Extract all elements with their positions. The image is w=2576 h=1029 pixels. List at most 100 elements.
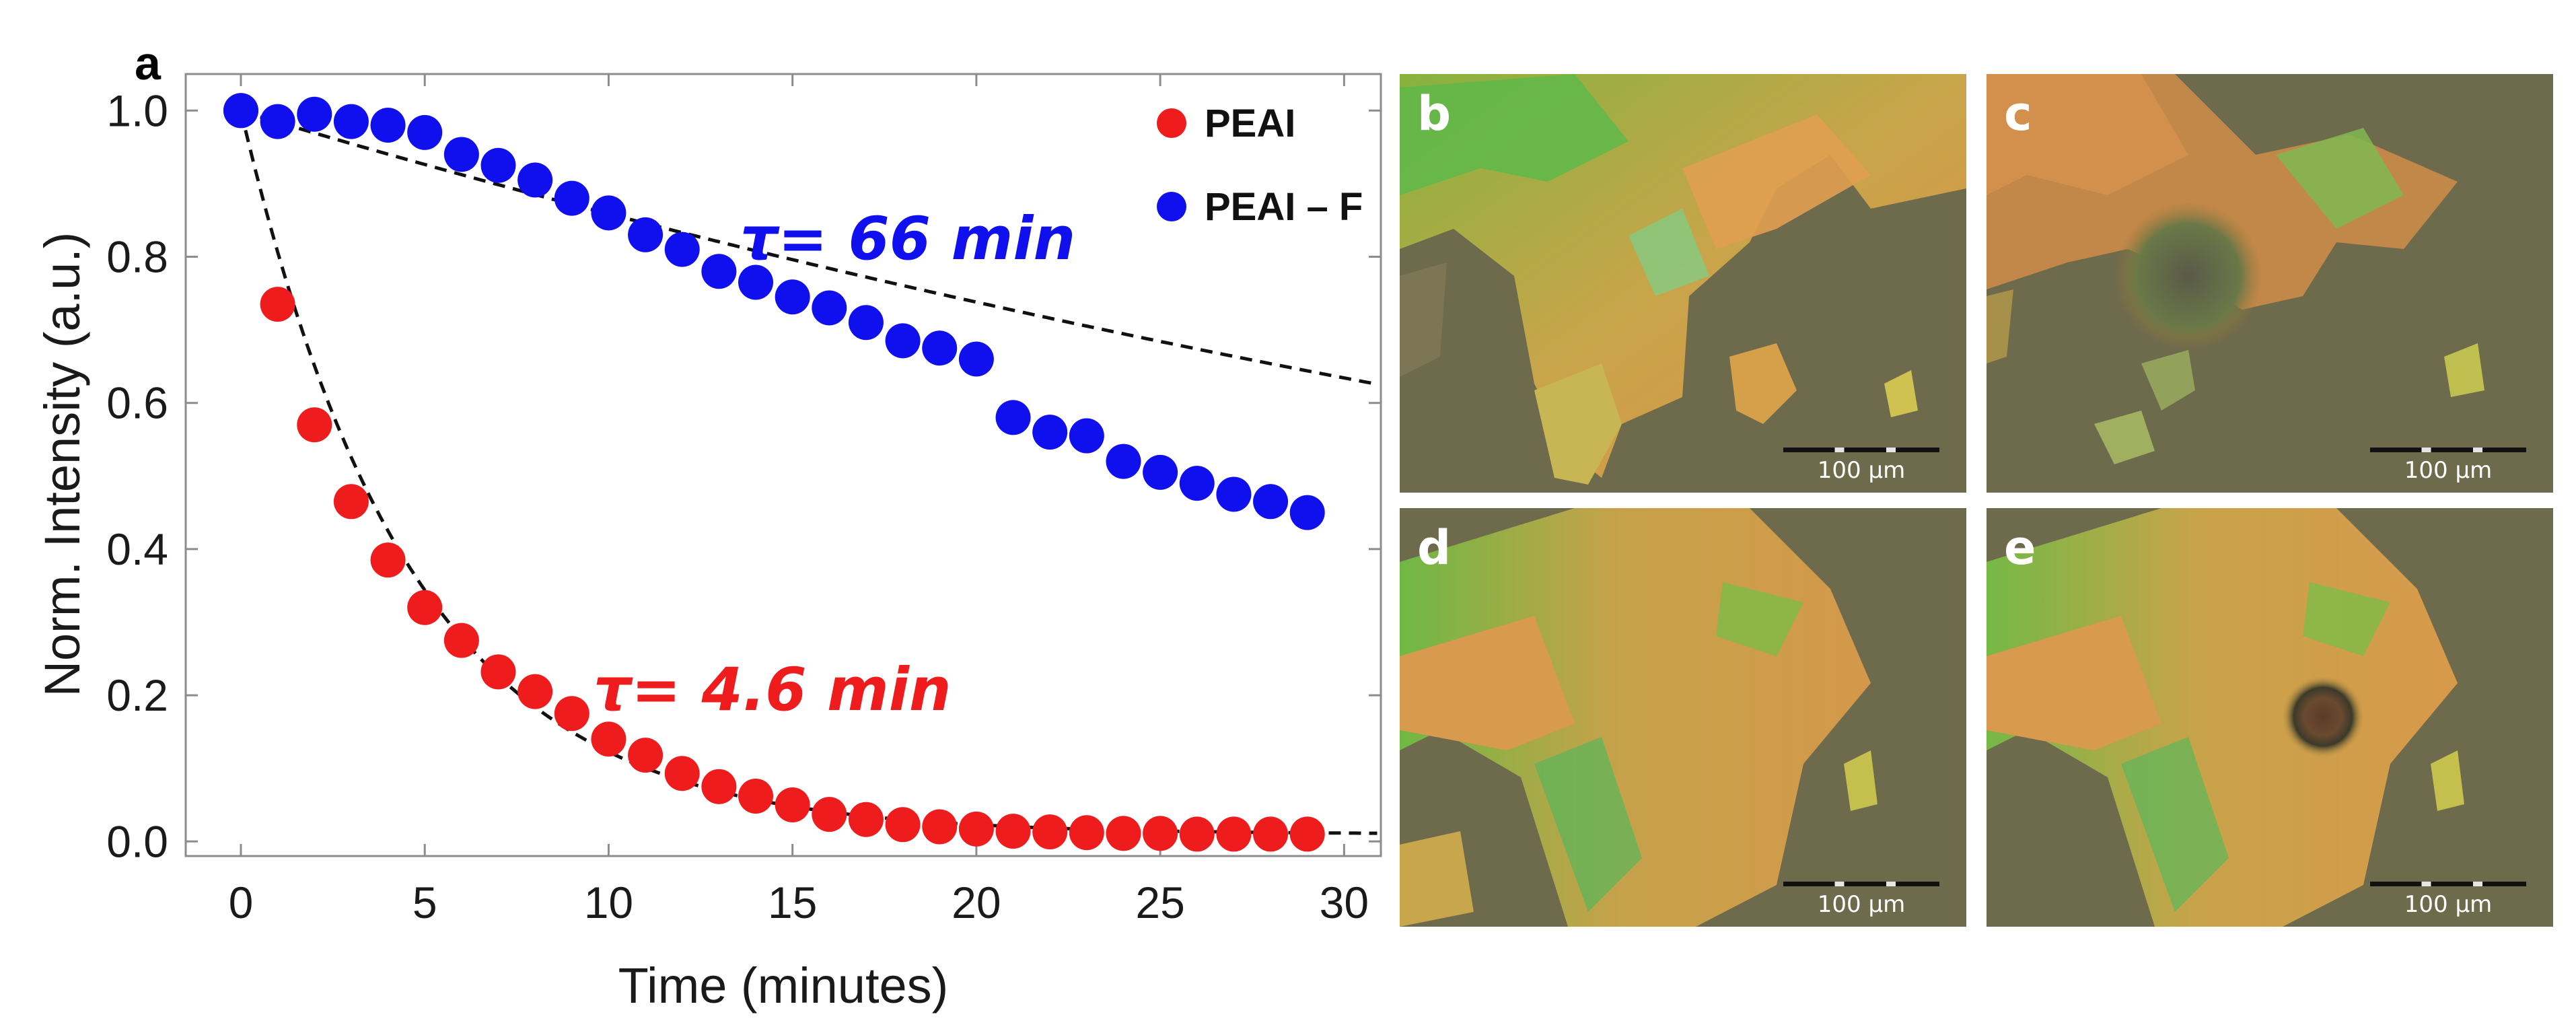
axis-ticks: 0 5 10 15 20 25 30 0.0 0.2 0.4 0.6 0.8 1.0	[106, 74, 1381, 927]
data-point-peai-f	[922, 330, 958, 366]
micrograph-e-scale-text: 100 µm	[2404, 891, 2493, 918]
data-point-peai-f	[1069, 418, 1104, 454]
data-point-peai-f	[443, 137, 479, 172]
data-point-peai	[958, 811, 994, 847]
data-point-peai-f	[407, 114, 443, 150]
x-tick-label: 0	[229, 878, 254, 927]
data-point-peai-f	[260, 104, 295, 139]
data-point-peai-f	[885, 323, 921, 359]
data-point-peai	[812, 797, 847, 832]
micrograph-c: c 100 µm	[1987, 74, 2553, 493]
decay-chart: a 0 5 10 15 20 25 30 0.0 0.2 0.4 0.6 0.8 1.0 Time (m…	[34, 37, 1382, 1014]
legend-marker-peai	[1157, 108, 1186, 138]
data-point-peai-f	[958, 341, 994, 377]
data-point-peai	[1069, 815, 1104, 851]
data-point-peai-f	[1106, 443, 1141, 479]
micrograph-d: d 100 µm	[1400, 508, 1966, 927]
data-point-peai	[1106, 816, 1141, 851]
micrograph-b-label: b	[1417, 86, 1452, 141]
data-point-peai-f	[1253, 484, 1289, 520]
data-point-peai-f	[591, 195, 627, 231]
data-point-peai-f	[738, 264, 774, 300]
micrograph-b-image	[1400, 74, 1966, 493]
data-point-peai	[1179, 816, 1215, 852]
x-tick-label: 25	[1135, 878, 1184, 927]
data-point-peai	[554, 696, 589, 732]
micrograph-e-image	[1987, 508, 2553, 927]
data-point-peai	[1032, 814, 1068, 850]
data-point-peai-f	[1216, 476, 1252, 512]
data-point-peai	[517, 674, 553, 709]
data-point-peai	[480, 654, 516, 690]
data-point-peai-f	[554, 180, 589, 216]
y-tick-label: 0.6	[106, 378, 168, 428]
y-tick-label: 0.4	[106, 524, 168, 574]
data-point-peai-f	[297, 96, 332, 132]
legend-label-peai: PEAI	[1205, 102, 1295, 145]
data-point-peai	[1289, 816, 1325, 852]
data-point-peai	[701, 769, 737, 804]
micrograph-b-scale-text: 100 µm	[1817, 457, 1906, 484]
data-point-peai	[922, 809, 958, 845]
y-tick-label: 0.8	[106, 232, 168, 281]
plot-frame	[184, 73, 1382, 857]
micrograph-c-scale-text: 100 µm	[2404, 457, 2493, 484]
x-tick-label: 10	[584, 878, 633, 927]
data-point-peai-f	[1289, 495, 1325, 530]
data-point-peai	[1216, 816, 1252, 852]
data-point-peai	[297, 407, 332, 443]
data-point-peai-f	[664, 232, 700, 267]
data-point-peai-f	[1032, 415, 1068, 450]
legend-marker-peai-f	[1157, 192, 1186, 221]
micrograph-e-scalebar: 100 µm	[2370, 882, 2526, 922]
data-points	[223, 93, 1325, 852]
data-point-peai	[775, 787, 810, 822]
micrograph-d-scale-text: 100 µm	[1817, 891, 1906, 918]
y-tick-label: 1.0	[106, 85, 168, 135]
micrograph-c-scalebar: 100 µm	[2370, 448, 2526, 488]
micrograph-d-scalebar: 100 µm	[1783, 882, 1939, 922]
data-point-peai	[1253, 816, 1289, 852]
data-point-peai-f	[701, 254, 737, 289]
data-point-peai-f	[223, 93, 258, 129]
data-point-peai	[738, 778, 774, 814]
data-point-peai	[848, 802, 884, 837]
legend-label-peai-f: PEAI – F	[1205, 185, 1363, 229]
data-point-peai	[407, 590, 443, 625]
data-point-peai-f	[517, 162, 553, 198]
x-axis-label: Time (minutes)	[618, 958, 949, 1014]
tau-annotation-peai: τ= 4.6 min	[594, 655, 952, 724]
micrograph-e: e 100 µm	[1987, 508, 2553, 927]
tau-annotation-peai-f: τ= 66 min	[740, 204, 1075, 273]
micrograph-b-scalebar: 100 µm	[1783, 448, 1939, 488]
data-point-peai	[333, 484, 369, 520]
x-tick-label: 20	[952, 878, 1001, 927]
data-point-peai	[443, 623, 479, 658]
data-point-peai-f	[1143, 454, 1178, 490]
legend: PEAI PEAI – F	[1157, 102, 1363, 229]
micrograph-e-label: e	[2004, 520, 2036, 575]
data-point-peai	[995, 814, 1031, 849]
micrograph-b: b 100 µm	[1400, 74, 1966, 493]
data-point-peai-f	[628, 217, 664, 252]
y-tick-label: 0.0	[106, 816, 168, 866]
x-tick-label: 30	[1320, 878, 1369, 927]
x-tick-label: 15	[768, 878, 817, 927]
data-point-peai-f	[812, 290, 847, 326]
data-point-peai-f	[775, 279, 810, 315]
micrograph-c-label: c	[2004, 86, 2032, 141]
y-axis-label: Norm. Intensity (a.u.)	[34, 232, 90, 697]
data-point-peai-f	[848, 305, 884, 341]
data-point-peai-f	[333, 104, 369, 139]
data-point-peai-f	[480, 147, 516, 183]
panel-label-a: a	[135, 37, 162, 90]
data-point-peai-f	[1179, 466, 1215, 501]
data-point-peai	[664, 756, 700, 791]
data-point-peai	[370, 542, 406, 578]
x-tick-label: 5	[413, 878, 437, 927]
micrograph-d-label: d	[1417, 520, 1452, 575]
data-point-peai-f	[995, 400, 1031, 435]
micrograph-d-image	[1400, 508, 1966, 927]
data-point-peai	[885, 807, 921, 843]
